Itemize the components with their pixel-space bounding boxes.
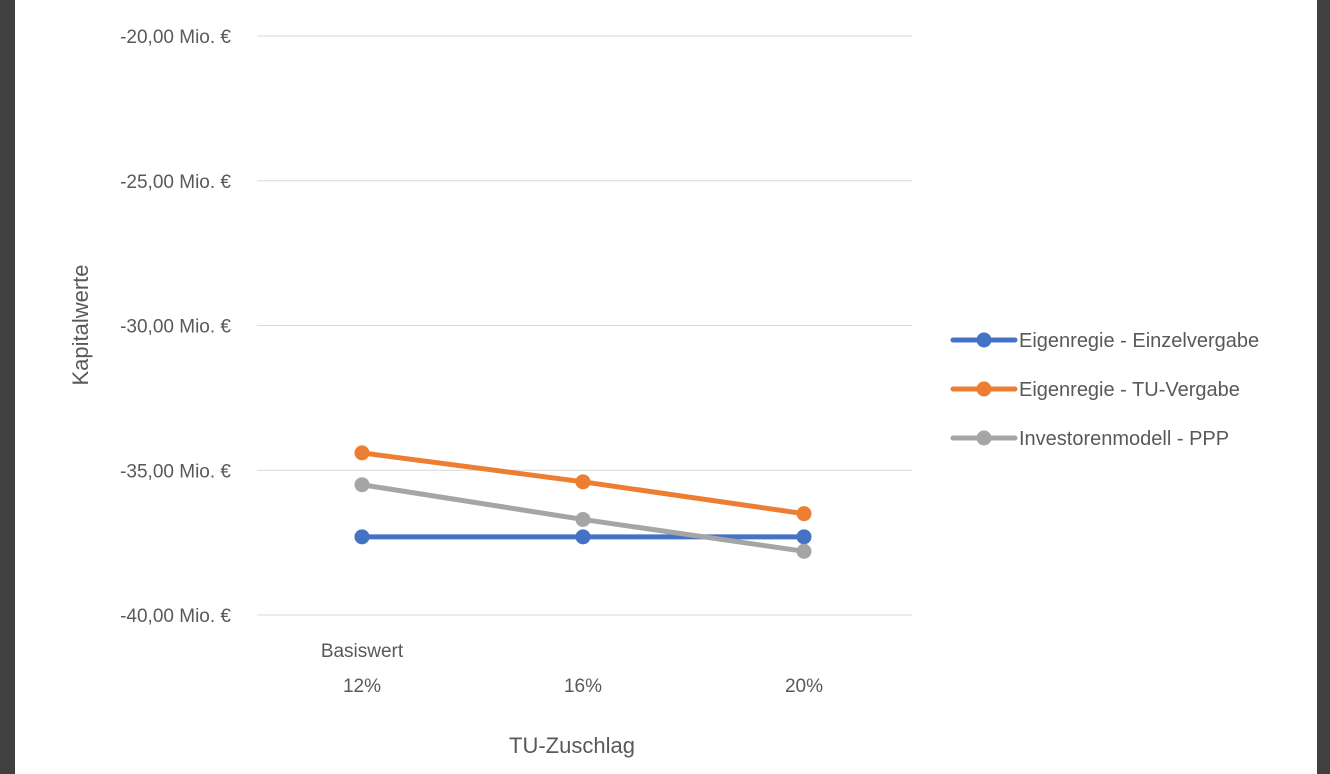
legend-label: Eigenregie - TU-Vergabe <box>1019 379 1240 401</box>
data-point <box>354 445 370 461</box>
legend-label: Eigenregie - Einzelvergabe <box>1019 330 1259 352</box>
y-tick-label: -40,00 Mio. € <box>120 606 231 627</box>
data-point <box>575 511 591 527</box>
legend-label: Investorenmodell - PPP <box>1019 428 1229 450</box>
y-tick-label: -35,00 Mio. € <box>120 461 231 482</box>
gridlines <box>257 35 912 616</box>
y-tick-label: -25,00 Mio. € <box>120 172 231 193</box>
data-point <box>575 529 591 545</box>
series-lines <box>354 445 812 559</box>
series-2 <box>354 445 812 522</box>
y-axis-title: Kapitalwerte <box>68 264 93 385</box>
legend-marker <box>976 430 992 446</box>
x-tick-label: 12% <box>343 676 381 697</box>
data-point <box>796 506 812 522</box>
line-chart: -20,00 Mio. € -25,00 Mio. € -30,00 Mio. € -… <box>68 27 1259 758</box>
x-tick-label: 16% <box>564 676 602 697</box>
x-axis-title: TU-Zuschlag <box>509 733 635 758</box>
legend: Eigenregie - Einzelvergabe Eigenregie - T… <box>950 330 1259 450</box>
data-point <box>354 529 370 545</box>
legend-item: Eigenregie - TU-Vergabe <box>950 379 1240 401</box>
legend-marker <box>976 381 992 397</box>
y-tick-label: -30,00 Mio. € <box>120 317 231 338</box>
data-point <box>796 543 812 559</box>
y-tick-label: -20,00 Mio. € <box>120 27 231 48</box>
series-1 <box>354 529 812 545</box>
x-tick-label: 20% <box>785 676 823 697</box>
chart-area: -20,00 Mio. € -25,00 Mio. € -30,00 Mio. € -… <box>15 0 1317 774</box>
series-3 <box>354 477 812 559</box>
data-point <box>796 529 812 545</box>
x-axis-ticks: Basiswert 12% 16% 20% <box>321 641 823 697</box>
data-point <box>354 477 370 493</box>
legend-item: Investorenmodell - PPP <box>950 428 1229 450</box>
legend-item: Eigenregie - Einzelvergabe <box>950 330 1259 352</box>
y-axis-ticks: -20,00 Mio. € -25,00 Mio. € -30,00 Mio. € -… <box>120 27 231 627</box>
x-tick-label: Basiswert <box>321 641 404 662</box>
data-point <box>575 474 591 490</box>
legend-marker <box>976 332 992 348</box>
